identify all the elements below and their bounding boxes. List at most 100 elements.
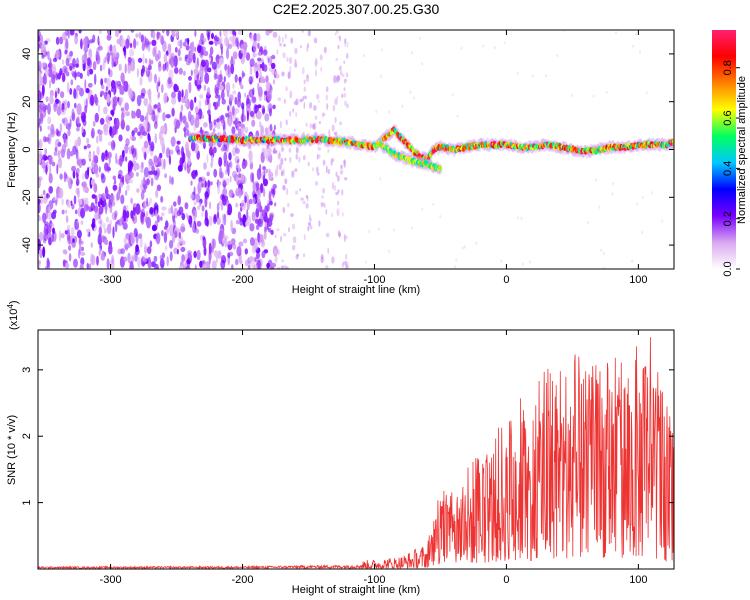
heatmap-cell: [388, 110, 391, 114]
heatmap-cell: [66, 148, 71, 160]
heatmap-cell: [263, 230, 267, 241]
heatmap-cell: [264, 90, 268, 96]
heatmap-cell: [171, 32, 176, 38]
heatmap-cell: [193, 201, 197, 206]
heatmap-cell: [303, 86, 307, 92]
heatmap-cell: [283, 232, 287, 237]
heatmap-cell: [249, 110, 255, 118]
heatmap-cell: [306, 44, 309, 53]
heatmap-cell: [343, 60, 346, 64]
heatmap-cell: [232, 83, 235, 90]
heatmap-cell: [274, 234, 277, 239]
heatmap-cell: [314, 131, 318, 137]
heatmap-cell: [131, 110, 134, 119]
heatmap-cell: [234, 74, 238, 83]
heatmap-cell: [137, 57, 143, 63]
heatmap-cell: [197, 205, 201, 211]
heatmap-cell: [247, 263, 252, 269]
heatmap-cell: [278, 163, 282, 171]
heatmap-cell: [42, 135, 47, 143]
heatmap-cell: [340, 70, 343, 76]
heatmap-cell: [227, 105, 230, 112]
heatmap-cell: [146, 178, 150, 186]
heatmap-cell: [163, 92, 168, 104]
heatmap-cell: [234, 96, 238, 105]
heatmap-cell: [147, 103, 153, 115]
heatmap-cell: [249, 58, 255, 67]
heatmap-cell: [587, 220, 590, 224]
heatmap-cell: [282, 52, 286, 59]
heatmap-cell: [38, 82, 41, 92]
heatmap-cell: [47, 116, 52, 125]
heatmap-cell: [45, 164, 48, 175]
heatmap-cell: [294, 62, 298, 68]
heatmap-cell: [60, 91, 65, 99]
heatmap-cell: [141, 42, 145, 52]
heatmap-cell: [213, 146, 217, 154]
heatmap-cell: [131, 147, 137, 159]
heatmap-cell: [62, 259, 66, 268]
heatmap-cell: [252, 87, 255, 96]
heatmap-cell: [65, 209, 68, 214]
heatmap-cell: [168, 58, 173, 65]
heatmap-cell: [333, 131, 338, 136]
heatmap-cell: [636, 202, 639, 206]
heatmap-cell: [318, 220, 321, 227]
heatmap-cell: [217, 99, 221, 107]
heatmap-cell: [257, 104, 262, 109]
heatmap-cell: [120, 194, 125, 205]
heatmap-cell: [64, 172, 68, 179]
heatmap-cell: [186, 60, 191, 66]
heatmap-cell: [272, 31, 278, 38]
heatmap-cell: [62, 249, 68, 255]
heatmap-cell: [47, 232, 53, 241]
heatmap-cell: [63, 132, 66, 144]
heatmap-cell: [102, 222, 106, 229]
heatmap-cell: [317, 172, 320, 176]
heatmap-cell: [99, 30, 102, 35]
heatmap-cell: [44, 40, 48, 45]
heatmap-cell: [346, 103, 349, 109]
heatmap-cell: [56, 130, 61, 137]
heatmap-cell: [289, 65, 292, 74]
heatmap-cell: [91, 254, 96, 266]
heatmap-cell: [112, 226, 115, 239]
heatmap-cell: [81, 210, 83, 217]
heatmap-cell: [94, 211, 100, 221]
heatmap-cell: [201, 114, 205, 119]
heatmap-cell: [171, 91, 176, 99]
heatmap-cell: [98, 251, 101, 256]
colorbar-tick-label: 0.2: [722, 211, 734, 226]
heatmap-cell: [257, 42, 260, 49]
heatmap-cell: [333, 75, 337, 84]
heatmap-cell: [641, 230, 644, 234]
heatmap-cell: [115, 52, 120, 60]
heatmap-cell: [78, 236, 82, 247]
heatmap-cell: [161, 230, 164, 237]
colorbar-tick-label: 0.8: [722, 60, 734, 75]
heatmap-cell: [109, 44, 113, 52]
heatmap-cell: [220, 90, 225, 100]
heatmap-cell: [82, 181, 88, 193]
heatmap-cell: [257, 51, 262, 56]
heatmap-cell: [48, 209, 52, 221]
heatmap-cell: [46, 193, 50, 199]
x-tick-label: -200: [232, 574, 254, 586]
heatmap-cell: [135, 40, 139, 46]
heatmap-cell: [97, 104, 100, 113]
heatmap-cell: [93, 93, 97, 104]
heatmap-cell: [165, 245, 168, 251]
heatmap-cell: [92, 60, 97, 71]
heatmap-cell: [105, 86, 108, 91]
heatmap-cell: [140, 211, 144, 223]
heatmap-cell: [135, 33, 139, 38]
heatmap-cell: [218, 74, 223, 83]
heatmap-cell: [142, 53, 145, 65]
heatmap-cell: [86, 57, 91, 67]
heatmap-cell: [75, 209, 78, 215]
heatmap-cell: [64, 40, 69, 53]
heatmap-cell: [100, 78, 104, 86]
heatmap-cell: [344, 100, 347, 107]
heatmap-cell: [41, 84, 45, 96]
heatmap-cell: [314, 57, 318, 65]
